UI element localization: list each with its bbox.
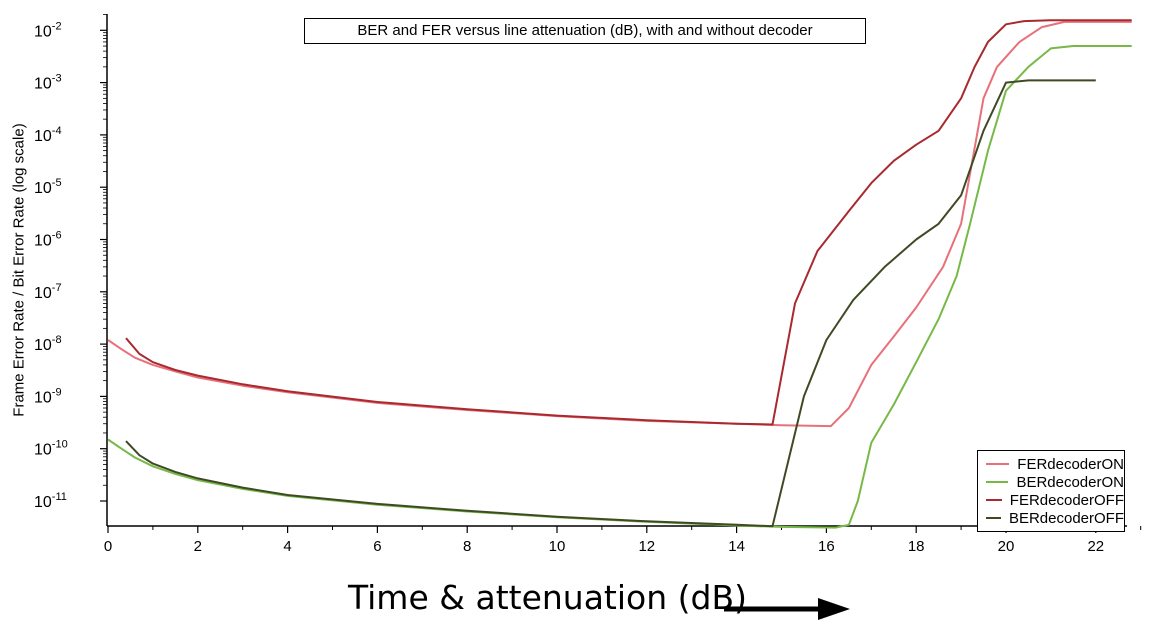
x-tick-label: 18 bbox=[908, 538, 925, 555]
x-axis-label: Time & attenuation (dB) bbox=[348, 578, 747, 617]
chart-title: BER and FER versus line attenuation (dB)… bbox=[304, 18, 866, 44]
legend-item-ferdecoderon: FERdecoderON bbox=[986, 455, 1124, 473]
y-tick-label: 10-5 bbox=[34, 177, 62, 197]
y-tick-label: 10-4 bbox=[34, 125, 62, 145]
y-axis-label: Frame Error Rate / Bit Error Rate (log s… bbox=[10, 123, 28, 417]
legend-swatch bbox=[986, 463, 1010, 465]
right-arrow-icon bbox=[724, 598, 850, 620]
legend-label: FERdecoderON bbox=[1017, 455, 1124, 473]
legend-swatch bbox=[986, 517, 1001, 519]
x-tick-label: 2 bbox=[194, 538, 202, 555]
series-line-berdecoderon bbox=[107, 45, 1132, 529]
x-tick-label: 14 bbox=[728, 538, 745, 555]
legend-label: BERdecoderOFF bbox=[1008, 509, 1124, 527]
x-tick-label: 0 bbox=[104, 538, 112, 555]
legend-item-ferdecoderoff: FERdecoderOFF bbox=[986, 491, 1124, 509]
x-tick-label: 4 bbox=[283, 538, 291, 555]
x-tick-label: 12 bbox=[638, 538, 655, 555]
legend-swatch bbox=[986, 481, 1009, 483]
legend-label: BERdecoderON bbox=[1016, 473, 1124, 491]
x-tick-label: 16 bbox=[818, 538, 835, 555]
y-tick-label: 10-2 bbox=[34, 20, 62, 40]
x-tick-label: 20 bbox=[998, 538, 1015, 555]
legend-item-berdecoderon: BERdecoderON bbox=[986, 473, 1124, 491]
y-tick-label: 10-7 bbox=[34, 282, 62, 302]
chart-legend: FERdecoderON BERdecoderON FERdecoderOFF … bbox=[977, 450, 1125, 532]
y-tick-label: 10-6 bbox=[34, 230, 62, 250]
x-tick-label: 8 bbox=[463, 538, 471, 555]
series-lines bbox=[107, 19, 1132, 529]
series-line-berdecoderoff bbox=[125, 79, 1096, 528]
legend-label: FERdecoderOFF bbox=[1009, 491, 1124, 509]
series-line-ferdecoderon bbox=[107, 20, 1132, 428]
legend-item-berdecoderoff: BERdecoderOFF bbox=[986, 509, 1124, 527]
y-tick-label: 10-3 bbox=[34, 73, 62, 93]
y-tick-label: 10-9 bbox=[34, 386, 62, 406]
y-tick-label: 10-11 bbox=[34, 491, 67, 511]
legend-swatch bbox=[986, 499, 1002, 501]
tick-labels: 0 2 4 6 8 10 12 14 16 18 20 22 10-11 10-10 10-9 10-8 10-… bbox=[34, 20, 1104, 555]
x-tick-label: 6 bbox=[373, 538, 381, 555]
x-tick-label: 10 bbox=[549, 538, 566, 555]
x-tick-label: 22 bbox=[1087, 538, 1104, 555]
y-tick-label: 10-8 bbox=[34, 334, 62, 354]
series-line-ferdecoderoff bbox=[125, 19, 1132, 426]
y-tick-label: 10-10 bbox=[34, 439, 68, 459]
